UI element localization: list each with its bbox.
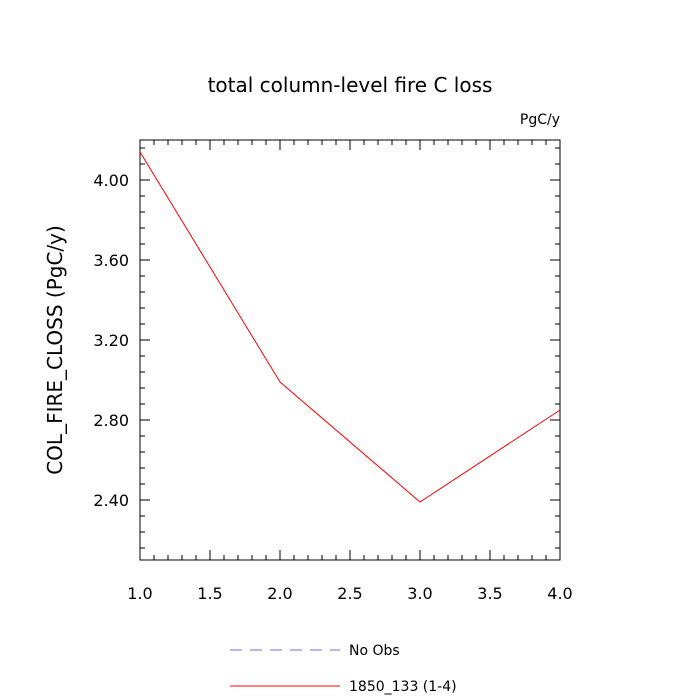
units-label: PgC/y — [520, 112, 560, 128]
series-line — [139, 151, 561, 503]
x-tick-label: 1.0 — [127, 584, 152, 603]
y-tick-label: 2.40 — [93, 491, 129, 510]
series-lines — [139, 151, 561, 503]
legend: No Obs 1850_133 (1-4) — [230, 643, 457, 695]
x-tick-label: 2.5 — [337, 584, 362, 603]
legend-label: No Obs — [349, 643, 400, 659]
y-tick-label: 3.20 — [93, 331, 129, 350]
x-tick-label: 1.5 — [197, 584, 222, 603]
chart-title: total column-level fire C loss — [208, 73, 493, 97]
x-tick-label: 2.0 — [267, 584, 292, 603]
legend-label: 1850_133 (1-4) — [349, 679, 457, 695]
plot-frame — [139, 139, 561, 561]
x-tick-label: 3.5 — [477, 584, 502, 603]
axes: 1.0 1.5 2.0 2.5 3.0 3.5 4.0 2.40 2.80 3.20 3.60 4.0… — [93, 139, 573, 603]
x-tick-label: 4.0 — [547, 584, 572, 603]
y-tick-label: 2.80 — [93, 411, 129, 430]
y-tick-label: 3.60 — [93, 251, 129, 270]
x-tick-label: 3.0 — [407, 584, 432, 603]
y-tick-label: 4.00 — [93, 171, 129, 190]
y-axis-label: COL_FIRE_CLOSS (PgC/y) — [43, 225, 67, 475]
